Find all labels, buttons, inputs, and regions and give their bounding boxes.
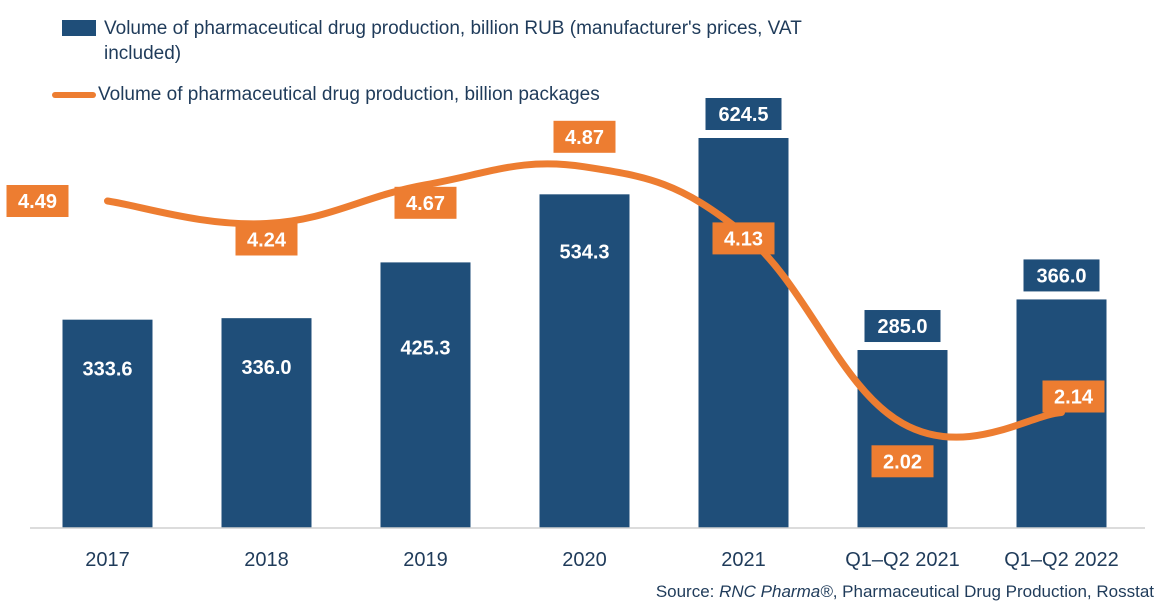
line-value-text-2: 4.67 bbox=[406, 193, 445, 215]
bar-value-label-2: 425.3 bbox=[400, 337, 450, 359]
bar-value-label-6: 366.0 bbox=[1023, 259, 1100, 292]
line-value-box-3 bbox=[553, 120, 616, 153]
line-value-text-0: 4.49 bbox=[18, 191, 57, 213]
line-value-label-4: 4.13 bbox=[712, 222, 775, 255]
bar-series bbox=[62, 138, 1107, 528]
x-tick-label-0: 2017 bbox=[85, 549, 130, 571]
line-path bbox=[104, 160, 1065, 441]
x-tick-labels: 2017 2018 2019 2020 2021 Q1–Q2 2021 Q1–Q2 2022 bbox=[85, 549, 1119, 571]
bar-value-label-1: 336.0 bbox=[241, 357, 291, 379]
source-prefix: Source: bbox=[655, 582, 720, 601]
x-tick-label-6: Q1–Q2 2022 bbox=[1004, 549, 1119, 571]
line-value-label-5: 2.02 bbox=[871, 445, 934, 478]
source-brand: RNC Pharma® bbox=[719, 582, 833, 601]
bar-value-label-5: 285.0 bbox=[864, 310, 941, 343]
bar-4 bbox=[698, 138, 789, 528]
line-value-text-1: 4.24 bbox=[247, 230, 287, 252]
bar-value-box-4 bbox=[705, 98, 782, 130]
legend-item-bars: Volume of pharmaceutical drug production… bbox=[62, 16, 824, 66]
line-value-label-0: 4.49 bbox=[6, 185, 69, 217]
bar-value-box-5 bbox=[864, 310, 941, 343]
line-value-text-3: 4.87 bbox=[565, 127, 604, 149]
x-tick-label-1: 2018 bbox=[244, 549, 289, 571]
bar-value-text-6: 366.0 bbox=[1036, 265, 1086, 287]
line-value-text-4: 4.13 bbox=[724, 228, 763, 250]
line-value-box-6 bbox=[1042, 380, 1105, 413]
line-value-label-6: 2.14 bbox=[1042, 380, 1105, 413]
x-tick-label-3: 2020 bbox=[562, 549, 607, 571]
bar-3 bbox=[539, 194, 630, 528]
line-value-box-4 bbox=[712, 222, 775, 255]
bar-value-label-0: 333.6 bbox=[82, 359, 132, 381]
bar-value-text-4: 624.5 bbox=[718, 104, 768, 126]
source-rest: , Pharmaceutical Drug Production, Rossta… bbox=[832, 582, 1154, 601]
bar-value-label-3: 534.3 bbox=[559, 241, 609, 263]
legend-swatch-line bbox=[52, 92, 96, 98]
line-value-box-5 bbox=[871, 445, 934, 478]
source-note: Source: RNC Pharma®, Pharmaceutical Drug… bbox=[656, 582, 1154, 602]
legend-label-line: Volume of pharmaceutical drug production… bbox=[98, 84, 600, 105]
line-value-text-6: 2.14 bbox=[1054, 387, 1094, 409]
bar-0 bbox=[62, 319, 153, 528]
line-value-text-5: 2.02 bbox=[883, 451, 922, 473]
line-value-label-1: 4.24 bbox=[235, 223, 298, 256]
bar-1 bbox=[221, 318, 312, 528]
x-tick-label-5: Q1–Q2 2021 bbox=[845, 549, 960, 571]
bar-2 bbox=[380, 262, 471, 528]
x-tick-label-2: 2019 bbox=[403, 549, 448, 571]
x-tick-label-4: 2021 bbox=[721, 549, 766, 571]
legend-item-line: Volume of pharmaceutical drug production… bbox=[52, 82, 818, 107]
line-value-label-2: 4.67 bbox=[394, 186, 457, 219]
line-value-box-2 bbox=[394, 186, 457, 219]
line-value-box-0 bbox=[6, 185, 69, 217]
bar-5 bbox=[857, 350, 948, 528]
legend-label-bars: Volume of pharmaceutical drug production… bbox=[104, 18, 802, 64]
data-labels: 333.6 336.0 425.3 534.3 624.5 285.0 366.0 4.49 4… bbox=[6, 98, 1105, 478]
bar-value-text-5: 285.0 bbox=[877, 316, 927, 338]
legend-swatch-bar bbox=[62, 20, 96, 36]
line-series bbox=[104, 160, 1065, 441]
bar-value-label-4: 624.5 bbox=[705, 98, 782, 130]
line-value-box-1 bbox=[235, 223, 298, 256]
line-value-label-3: 4.87 bbox=[553, 120, 616, 153]
bar-value-box-6 bbox=[1023, 259, 1100, 292]
